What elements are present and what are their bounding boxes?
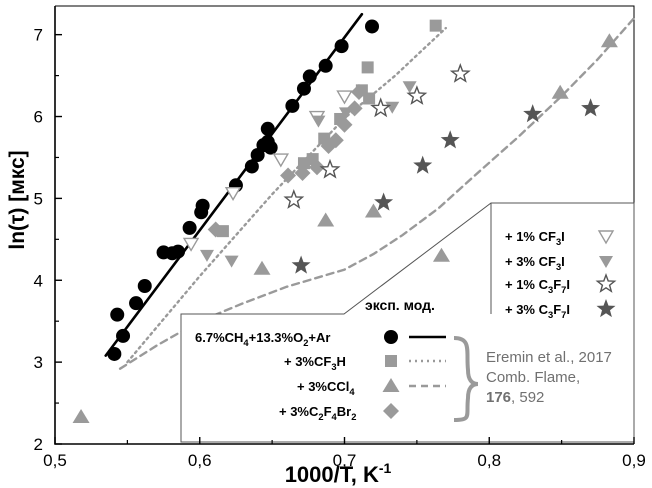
y-tick-label: 7: [34, 26, 43, 45]
legend-extra-label: + 3% CF3I: [505, 254, 565, 272]
data-point-triangle-down-open: [272, 153, 290, 168]
data-point-circle: [318, 58, 333, 73]
data-point-circle: [195, 198, 210, 213]
legend-entry-marker-diamond: [383, 403, 399, 419]
data-point-triangle: [72, 408, 90, 423]
data-point-star: [523, 104, 543, 123]
data-point-triangle-down: [402, 81, 417, 94]
data-point-triangle: [551, 84, 569, 99]
legend-extra-marker-triangle-down: [599, 256, 613, 268]
citation: Eremin et al., 2017 Comb. Flame, 176, 592: [453, 336, 612, 422]
data-point-circle: [365, 19, 380, 34]
legend-entry-label: + 3%CCl4: [297, 379, 355, 397]
legend-entry-label: + 3%C2F4Br2: [279, 404, 356, 422]
data-point-circle: [129, 296, 144, 311]
data-point-star: [581, 98, 601, 117]
y-tick-label: 6: [34, 108, 43, 127]
data-point-star-open: [319, 158, 341, 179]
data-point-triangle-down: [338, 107, 353, 120]
data-point-star-open: [283, 189, 305, 209]
legend-header: эксп. мод.: [365, 297, 435, 313]
data-point-circle: [302, 69, 317, 84]
x-tick-label: 0,7: [333, 451, 357, 470]
data-point-square: [361, 61, 374, 74]
bracket: [453, 336, 479, 422]
data-point-triangle-down: [224, 255, 239, 268]
legend-entry-label: 6.7%CH4+13.3%O2+Ar: [195, 330, 330, 348]
citation-line2: Comb. Flame,: [486, 369, 580, 386]
data-point-triangle: [317, 212, 335, 227]
citation-line1: Eremin et al., 2017: [486, 349, 612, 366]
data-point-circle: [285, 98, 300, 113]
data-point-circle: [260, 121, 275, 136]
data-point-triangle-down: [199, 249, 214, 262]
x-tick-label: 0,5: [43, 451, 67, 470]
y-tick-label: 4: [34, 271, 43, 290]
y-tick-label: 2: [34, 435, 43, 454]
legend-extra-marker-star: [596, 299, 616, 318]
data-point-star: [440, 130, 460, 149]
data-point-triangle: [432, 247, 450, 262]
data-point-square: [363, 92, 376, 105]
data-point-circle: [107, 346, 122, 361]
x-tick-label: 0,9: [622, 451, 646, 470]
data-point-star: [291, 255, 311, 274]
data-point-circle: [334, 39, 349, 54]
data-point-star: [413, 155, 433, 174]
data-point-diamond: [336, 116, 353, 133]
data-point-diamond: [280, 167, 297, 184]
data-point-star: [374, 192, 394, 211]
data-point-circle: [110, 307, 125, 322]
data-point-diamond: [327, 132, 344, 149]
y-tick-label: 5: [34, 189, 43, 208]
model-curve-dotted: [126, 26, 447, 364]
x-axis-label: 1000/T, K-1: [285, 460, 392, 487]
legend-extra-label: + 1% C3F7I: [505, 277, 570, 295]
data-point-diamond: [294, 165, 311, 182]
citation-line3: 176, 592: [486, 389, 544, 406]
data-point-diamond: [308, 159, 325, 176]
legend-entry-label: + 3%CF3H: [284, 354, 346, 372]
data-point-star-open: [406, 85, 428, 105]
data-point-circle: [296, 81, 311, 96]
data-point-circle: [116, 328, 131, 343]
data-point-triangle: [600, 33, 618, 48]
legend-boxes: [180, 202, 635, 443]
axes: 0,5 0,6 0,7 0,8 0,9 2 3 4 5 6 7: [34, 6, 646, 470]
data-point-star-open: [370, 97, 392, 118]
legend-entry-marker-circle: [384, 330, 398, 344]
data-point-triangle-down-open: [336, 90, 353, 105]
x-tick-label: 0,6: [188, 451, 212, 470]
data-points: [72, 19, 618, 423]
data-point-triangle-down-open: [182, 237, 200, 252]
data-point-diamond: [207, 221, 224, 238]
legend-entry-marker-square: [385, 355, 397, 367]
data-point-triangle-down-open: [224, 186, 242, 202]
legend-entry-marker-triangle: [382, 378, 400, 392]
data-point-circle: [137, 278, 152, 293]
data-point-triangle-down: [311, 115, 326, 128]
x-tick-label: 0,8: [477, 451, 501, 470]
data-point-square: [429, 19, 442, 32]
legend-box: [180, 202, 635, 443]
data-point-circle: [171, 244, 186, 259]
data-point-circle: [182, 220, 197, 235]
y-tick-label: 3: [34, 353, 43, 372]
data-point-diamond: [346, 100, 363, 117]
data-point-circle: [263, 140, 278, 155]
legend-extra-marker-triangle-down-open: [597, 230, 615, 245]
legend-extra-label: + 1% CF3I: [505, 229, 565, 247]
legend-extra-marker-star-open: [595, 272, 617, 293]
data-point-diamond: [350, 83, 367, 100]
data-point-star-open: [449, 62, 471, 83]
legend-extra-label: + 3% C3F7I: [505, 302, 570, 320]
data-point-triangle: [253, 260, 271, 275]
y-axis-label: ln(τ) [мкс]: [6, 150, 29, 249]
legend: эксп. мод. 6.7%CH4+13.3%O2+Ar + 3%CF3H + 3%…: [195, 229, 617, 422]
data-point-circle: [244, 159, 259, 174]
data-point-triangle: [364, 203, 382, 218]
data-point-triangle-down: [385, 101, 400, 114]
